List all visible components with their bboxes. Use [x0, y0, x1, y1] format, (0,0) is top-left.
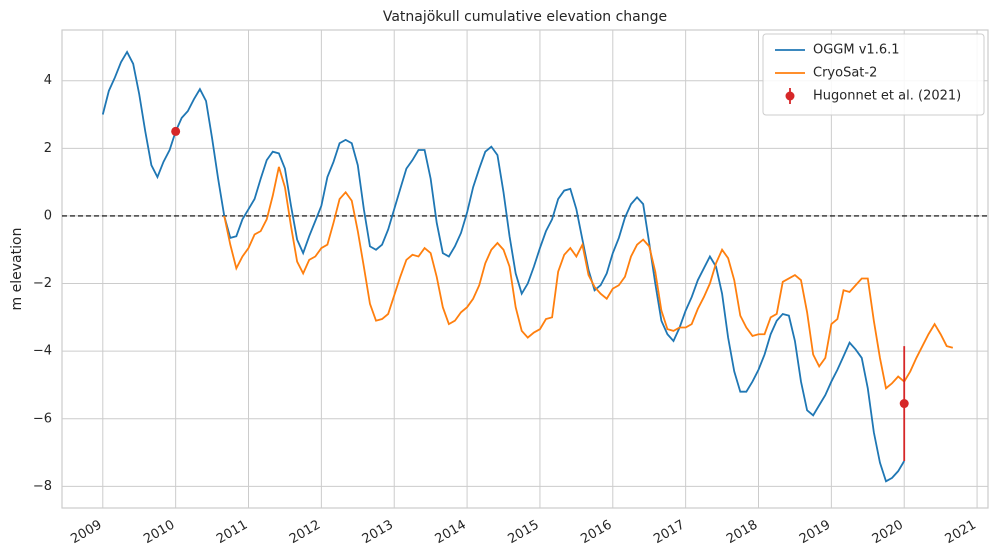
- legend-label: OGGM v1.6.1: [813, 43, 900, 58]
- x-tick-label: 2013: [360, 518, 396, 548]
- y-tick-label: 0: [44, 208, 52, 223]
- legend-label: CryoSat-2: [813, 66, 877, 81]
- y-tick-label: −6: [33, 411, 52, 426]
- y-tick-label: 2: [44, 141, 52, 156]
- legend-label: Hugonnet et al. (2021): [813, 89, 961, 104]
- x-tick-label: 2014: [433, 518, 469, 548]
- y-tick-label: −4: [33, 344, 52, 359]
- x-tick-label: 2010: [141, 518, 177, 548]
- plot-frame: [61, 29, 989, 509]
- x-tick-label: 2011: [214, 518, 250, 548]
- y-axis-label: m elevation: [9, 228, 25, 311]
- legend-swatch: [785, 91, 795, 101]
- chart-title: Vatnajökull cumulative elevation change: [383, 9, 667, 25]
- x-tick-label: 2015: [506, 518, 542, 548]
- data-line: [223, 166, 954, 390]
- x-tick-label: 2017: [651, 518, 687, 548]
- y-tick-label: −8: [33, 479, 52, 494]
- x-tick-label: 2016: [578, 518, 614, 548]
- x-tick-label: 2009: [68, 518, 104, 548]
- x-tick-label: 2018: [724, 518, 760, 548]
- x-tick-label: 2021: [943, 518, 979, 548]
- legend-box: [762, 33, 985, 116]
- data-point: [899, 399, 909, 409]
- data-line: [101, 50, 905, 483]
- x-tick-label: 2020: [870, 518, 906, 548]
- y-tick-label: 4: [44, 73, 52, 88]
- x-tick-label: 2019: [797, 518, 833, 548]
- data-point: [171, 126, 181, 136]
- x-tick-label: 2012: [287, 518, 323, 548]
- y-tick-label: −2: [33, 276, 52, 291]
- legend: OGGM v1.6.1 CryoSat-2 Hugonnet et al. (202…: [762, 33, 985, 116]
